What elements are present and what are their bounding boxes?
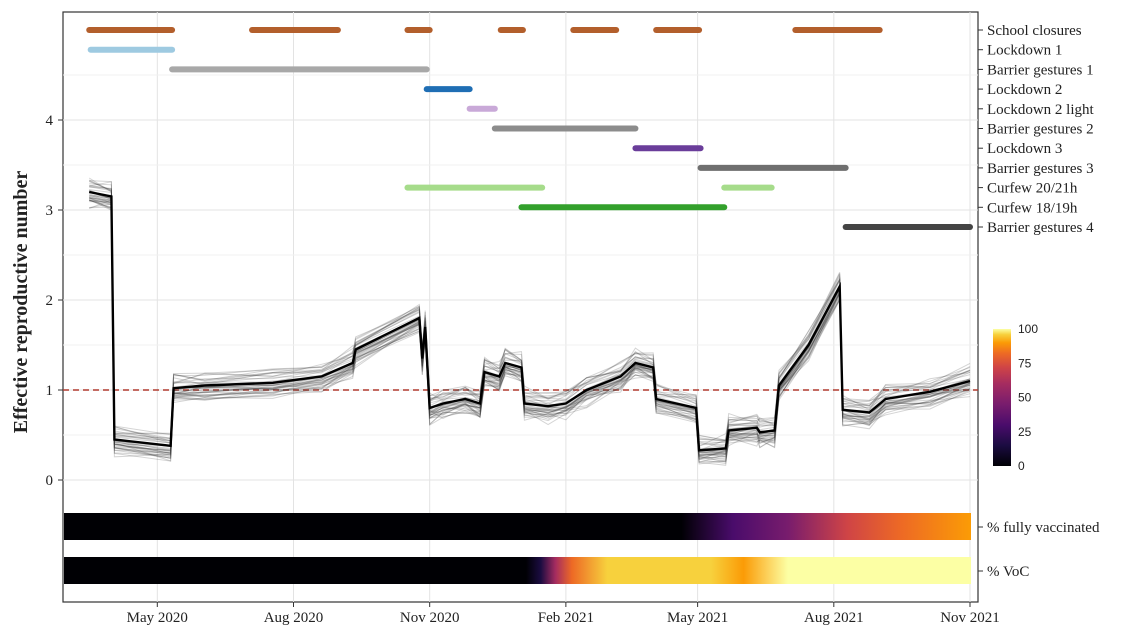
intervention-label: Curfew 18/19h [987,200,1078,216]
x-tick-label: Aug 2021 [804,610,864,626]
intervention-label: Lockdown 1 [987,43,1062,59]
intervention-label: Barrier gestures 4 [987,220,1094,236]
y-tick-label: 3 [46,203,54,219]
intervention-label: Barrier gestures 3 [987,161,1094,177]
ensemble-trajectory [89,199,971,464]
x-tick-label: Nov 2020 [400,610,460,626]
y-tick-label: 2 [46,293,54,309]
heat-strip [64,557,971,584]
intervention-label: Lockdown 2 light [987,102,1094,118]
colorbar-tick-label: 50 [1018,391,1032,405]
ensemble-trajectory [89,185,971,446]
colorbar-tick-label: 25 [1018,425,1032,439]
strip-label: % fully vaccinated [987,520,1100,536]
colorbar-tick-label: 0 [1018,459,1025,473]
ensemble-trajectory [89,181,971,442]
x-tick-label: Feb 2021 [538,610,594,626]
intervention-label: Curfew 20/21h [987,181,1078,197]
y-axis-title: Effective reproductive number [10,171,32,434]
intervention-label: Barrier gestures 1 [987,62,1094,78]
strip-label: % VoC [987,564,1029,580]
y-axis: 0 1 2 3 4 [46,113,63,489]
intervention-bars [86,27,973,230]
intervention-label: Barrier gestures 2 [987,122,1094,138]
colorbar-tick-label: 75 [1018,356,1032,370]
x-tick-label: May 2020 [127,610,188,626]
colorbar-legend: 100 75 50 25 0 [993,322,1038,473]
x-tick-label: Nov 2021 [940,610,1000,626]
colorbar [993,329,1011,466]
x-axis: May 2020 Aug 2020 Nov 2020 Feb 2021 May 2021… [127,602,1000,626]
intervention-label: Lockdown 3 [987,141,1062,157]
y-tick-label: 4 [46,113,54,129]
ensemble-trajectory [89,180,971,448]
x-tick-label: Aug 2020 [264,610,324,626]
intervention-label: Lockdown 2 [987,82,1062,98]
x-tick-label: May 2021 [667,610,728,626]
heat-strips [64,513,971,584]
median-rt-line [88,190,971,452]
y-tick-label: 1 [46,383,54,399]
heat-strip [64,513,971,540]
ensemble-trajectory [89,183,971,441]
plot-panel [62,11,979,603]
y-tick-label: 0 [46,473,54,489]
intervention-label: School closures [987,23,1082,39]
colorbar-tick-label: 100 [1018,322,1038,336]
right-labels: School closures Lockdown 1 Barrier gesture… [978,23,1100,580]
